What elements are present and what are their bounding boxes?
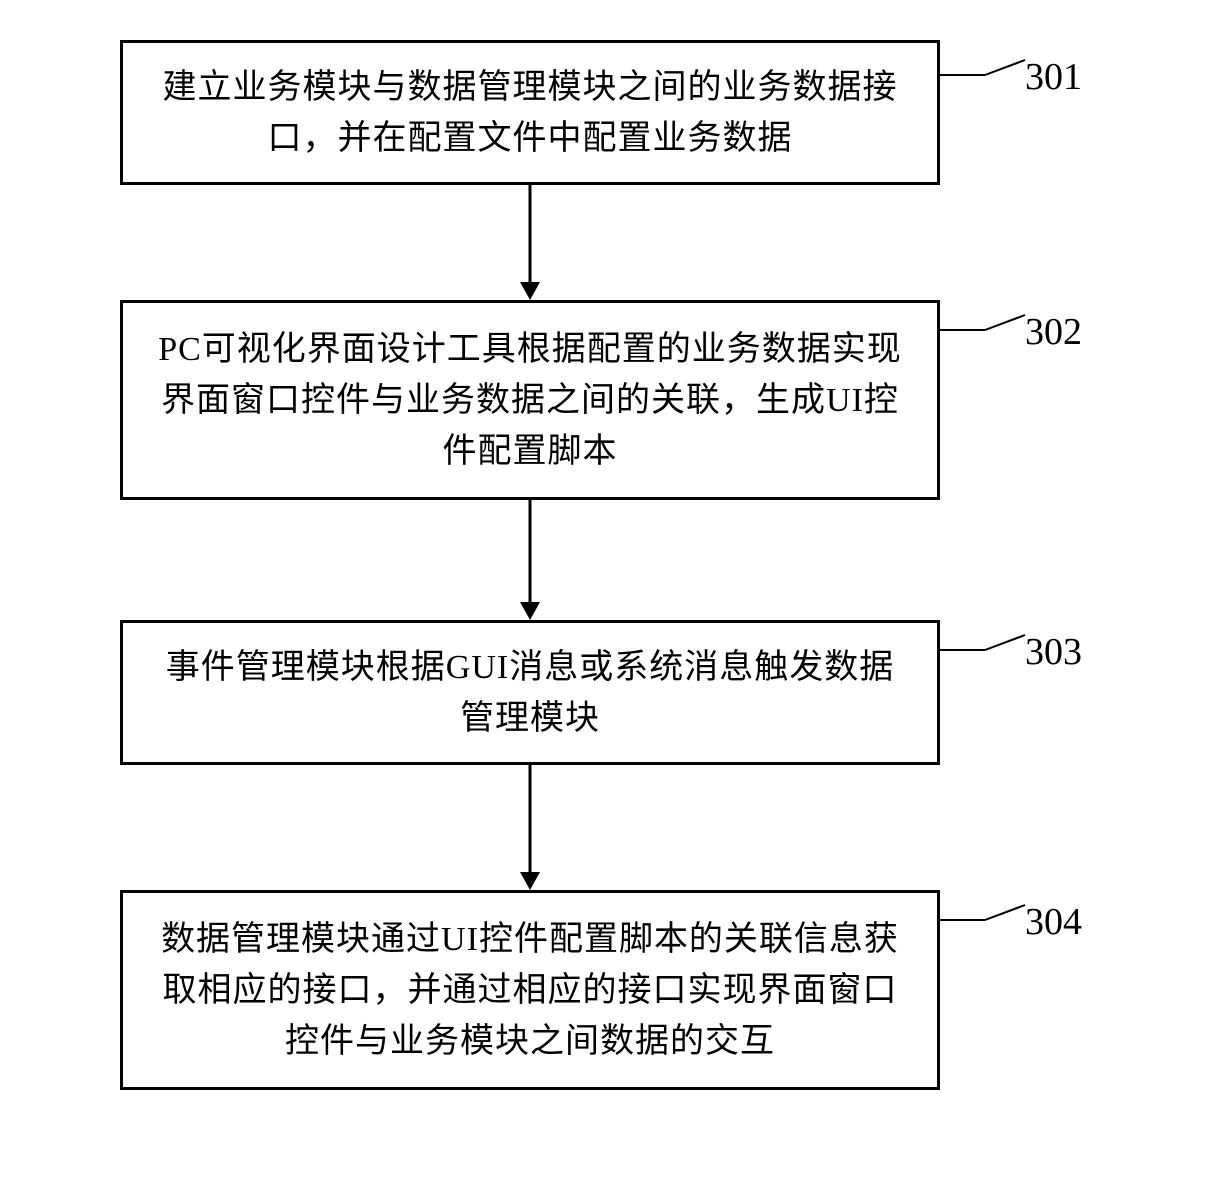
step-label-301: 301 xyxy=(1025,55,1082,99)
step-label-303: 303 xyxy=(1025,630,1082,674)
flow-step-303: 事件管理模块根据GUI消息或系统消息触发数据管理模块 xyxy=(120,620,940,765)
flow-step-303-text: 事件管理模块根据GUI消息或系统消息触发数据管理模块 xyxy=(153,642,907,744)
flow-step-302: PC可视化界面设计工具根据配置的业务数据实现界面窗口控件与业务数据之间的关联，生… xyxy=(120,300,940,500)
arrow-1-line xyxy=(529,185,532,282)
arrow-3-head xyxy=(520,872,540,890)
connector-302 xyxy=(940,310,1030,350)
step-label-302: 302 xyxy=(1025,310,1082,354)
step-label-304: 304 xyxy=(1025,900,1082,944)
flow-step-301: 建立业务模块与数据管理模块之间的业务数据接口，并在配置文件中配置业务数据 xyxy=(120,40,940,185)
connector-304 xyxy=(940,900,1030,940)
arrow-2-head xyxy=(520,602,540,620)
flow-step-304: 数据管理模块通过UI控件配置脚本的关联信息获取相应的接口，并通过相应的接口实现界… xyxy=(120,890,940,1090)
arrow-1-head xyxy=(520,282,540,300)
arrow-2-line xyxy=(529,500,532,602)
flowchart-container: 建立业务模块与数据管理模块之间的业务数据接口，并在配置文件中配置业务数据 301… xyxy=(0,0,1228,1188)
flow-step-304-text: 数据管理模块通过UI控件配置脚本的关联信息获取相应的接口，并通过相应的接口实现界… xyxy=(153,914,907,1067)
flow-step-302-text: PC可视化界面设计工具根据配置的业务数据实现界面窗口控件与业务数据之间的关联，生… xyxy=(153,324,907,477)
flow-step-301-text: 建立业务模块与数据管理模块之间的业务数据接口，并在配置文件中配置业务数据 xyxy=(153,62,907,164)
arrow-3-line xyxy=(529,765,532,872)
connector-301 xyxy=(940,55,1030,95)
connector-303 xyxy=(940,630,1030,670)
